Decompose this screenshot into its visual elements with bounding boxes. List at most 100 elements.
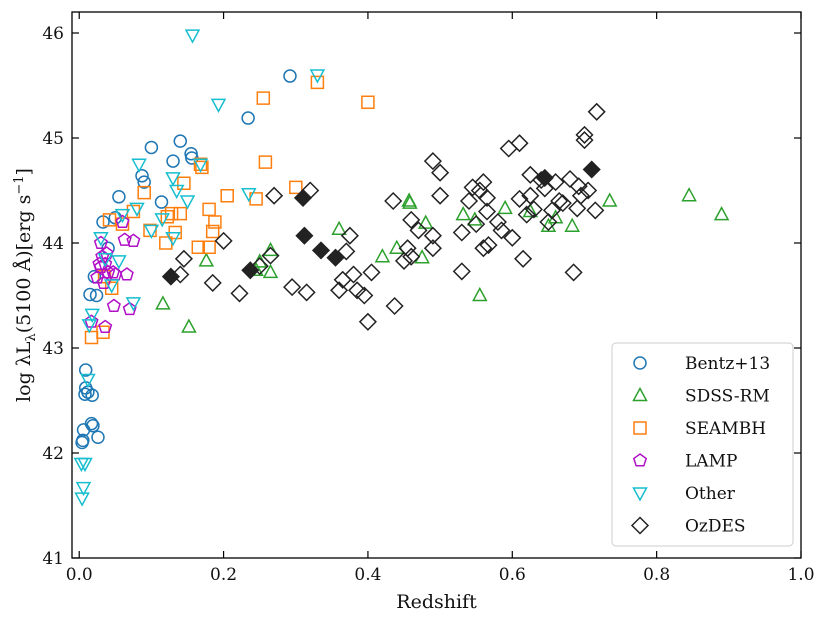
diamond-point (452, 262, 471, 281)
triangle-down-point (97, 253, 113, 268)
diamond-point (423, 239, 442, 258)
pentagon-point (93, 235, 108, 250)
square-point (102, 213, 117, 227)
circle-point (154, 195, 169, 209)
diamond-point (174, 249, 193, 268)
square-point (310, 75, 325, 90)
triangle-down-point (93, 232, 109, 247)
triangle-down-point (111, 255, 127, 270)
diamond-point (539, 212, 558, 232)
diamond-point (524, 200, 543, 219)
diamond-point (579, 181, 598, 200)
x-tick-label: 0.4 (354, 565, 381, 585)
series-seambh (84, 75, 375, 345)
triangle-down-point (80, 373, 96, 389)
circle-point (78, 387, 92, 401)
square-point (220, 188, 234, 203)
legend-entry: Bentz+13 (633, 354, 770, 374)
square-point (193, 157, 208, 172)
triangle-down-point (165, 232, 181, 247)
filled-diamond-point (535, 168, 554, 187)
triangle-point (681, 187, 697, 202)
legend-diamond-marker (630, 516, 650, 535)
circle-point (241, 111, 255, 125)
legend-entry: OzDES (630, 516, 746, 537)
triangle-down-point (84, 308, 100, 323)
diamond-point (214, 231, 233, 250)
y-tick-label: 46 (42, 24, 64, 44)
x-axis-label: Redshift (396, 591, 477, 613)
diamond-point (394, 251, 414, 270)
triangle-down-point (192, 158, 209, 173)
square-point (159, 236, 173, 250)
diamond-point (355, 286, 374, 305)
square-point (173, 206, 188, 221)
y-tick-label: 45 (42, 129, 64, 149)
y-tick-label: 44 (42, 234, 64, 254)
pentagon-point (119, 267, 134, 281)
circle-point (137, 175, 151, 189)
diamond-point (431, 186, 450, 205)
triangle-down-point (210, 98, 227, 113)
circle-point (166, 154, 180, 168)
triangle-down-point (184, 29, 201, 44)
filled-diamond-point (293, 188, 313, 207)
diamond-point (521, 186, 540, 205)
filled-diamond-point (295, 226, 314, 245)
diamond-point (384, 191, 403, 211)
data-points (73, 29, 730, 507)
triangle-point (331, 220, 347, 236)
legend-pentagon-marker (632, 453, 648, 467)
square-point (143, 223, 157, 238)
diamond-point (431, 163, 450, 182)
triangle-point (540, 217, 557, 232)
legend-entry: SEAMBH (633, 419, 766, 439)
x-tick-label: 0.2 (210, 565, 237, 585)
filled-diamond-point (241, 261, 260, 280)
legend-entry: Other (632, 484, 736, 504)
square-point (361, 95, 375, 110)
circle-point (173, 134, 188, 148)
circle-point (91, 430, 105, 444)
diamond-point (479, 236, 498, 255)
pentagon-point (106, 298, 121, 313)
triangle-point (601, 192, 618, 207)
y-tick-label: 43 (42, 339, 64, 359)
legend-box (611, 342, 794, 547)
diamond-point (265, 186, 284, 205)
circle-point (78, 363, 93, 377)
series-ozdes-filled- (161, 160, 601, 286)
legend-label: SDSS-RM (685, 387, 770, 407)
diamond-point (553, 194, 572, 213)
diamond-point (348, 281, 367, 300)
diamond-point (423, 226, 442, 245)
plot-frame-border (71, 11, 802, 559)
triangle-point (564, 217, 580, 232)
diamond-point (402, 210, 421, 229)
diamond-point (459, 191, 479, 211)
diamond-point (477, 188, 497, 207)
pentagon-point (90, 270, 105, 284)
triangle-point (181, 318, 197, 333)
diamond-point (587, 102, 606, 121)
square-point (96, 325, 110, 340)
triangle-down-point (131, 158, 147, 173)
filled-diamond-point (582, 160, 601, 179)
circle-point (83, 287, 97, 302)
circle-point (85, 388, 99, 402)
triangle-point (402, 194, 418, 209)
diamond-point (474, 173, 493, 192)
diamond-point (358, 312, 377, 331)
pentagon-point (98, 256, 113, 271)
square-point (168, 225, 182, 240)
legend-entry: LAMP (632, 452, 737, 472)
diamond-point (510, 189, 529, 208)
triangle-down-point (179, 195, 196, 210)
triangle-point (155, 295, 171, 310)
x-tick-label: 1.0 (787, 565, 814, 585)
diamond-point (514, 249, 533, 268)
pentagon-point (126, 233, 141, 247)
legend-square-marker (633, 421, 647, 435)
triangle-down-point (143, 224, 160, 239)
